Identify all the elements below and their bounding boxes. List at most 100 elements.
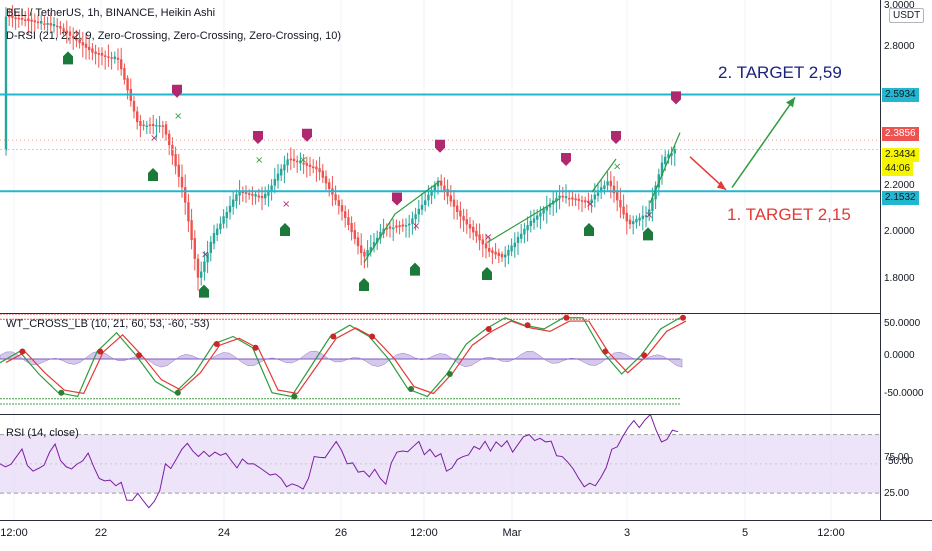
buy-marker-icon — [280, 223, 290, 236]
wt-cross-dot — [19, 348, 26, 355]
candle-body — [667, 154, 670, 158]
candle-body — [161, 125, 164, 127]
candle-body — [244, 192, 248, 195]
candle-body — [564, 196, 568, 199]
sell-marker-icon — [392, 192, 402, 206]
candle-body — [462, 216, 465, 221]
x-tick-label: 3 — [623, 527, 631, 539]
candle-body — [203, 261, 206, 272]
currency-button[interactable]: USDT — [889, 8, 925, 23]
candle-body — [635, 218, 638, 223]
wt-y-tick-label: -50.0000 — [884, 388, 924, 399]
candle-body — [456, 205, 459, 213]
candle-body — [321, 170, 324, 178]
cross-marker-icon: × — [174, 111, 182, 122]
rsi-y-tick-label: 50.00 — [888, 456, 914, 467]
wt-cross-pane[interactable] — [0, 314, 880, 414]
candle-body — [603, 185, 606, 189]
rsi-chart[interactable] — [0, 415, 880, 520]
candle-body — [606, 181, 609, 186]
candle-body — [100, 52, 104, 56]
rsi-legend[interactable]: RSI (14, close) — [6, 427, 79, 439]
candle-body — [36, 21, 40, 24]
candle-body — [392, 227, 395, 230]
wt-cross-dot — [58, 389, 65, 396]
candle-body — [548, 203, 552, 208]
indicator-legend[interactable]: D-RSI (21, 2, 2, 9, Zero-Crossing, Zero-… — [6, 30, 341, 42]
candle-body — [158, 125, 161, 127]
candle-body — [193, 238, 196, 259]
candle-body — [68, 31, 72, 36]
x-tick-label: 12:00 — [410, 527, 438, 539]
candle-body — [17, 17, 20, 20]
candle-body — [88, 46, 91, 51]
time-axis[interactable] — [0, 520, 932, 551]
candle-body — [273, 179, 276, 186]
wt-cross-dot — [485, 326, 492, 332]
candle-body — [75, 37, 78, 41]
candle-body — [164, 124, 168, 135]
candle-body — [452, 199, 456, 207]
candle-body — [596, 192, 600, 196]
x-tick-label: 5 — [741, 527, 749, 539]
cross-marker-icon: × — [282, 199, 290, 210]
wt-cross-dot — [213, 341, 220, 347]
candle-body — [417, 208, 420, 215]
candle-body — [571, 197, 574, 200]
y-tick-label: 3.0000 — [884, 0, 915, 11]
candle-body — [344, 211, 347, 218]
candle-body — [475, 230, 478, 237]
candle-body — [238, 191, 241, 196]
candle-body — [372, 242, 376, 248]
rsi-line — [0, 415, 679, 509]
wt-y-tick-label: 50.0000 — [884, 318, 921, 329]
last-high-tag: 2.3856 — [882, 127, 919, 141]
candle-body — [497, 252, 500, 256]
candle-body — [619, 199, 622, 208]
candle-body — [340, 205, 344, 212]
price-pane[interactable]: × × × × × × × × × × × — [0, 0, 880, 313]
candle-body — [513, 242, 516, 248]
buy-marker-icon — [199, 284, 209, 298]
target-2-label[interactable]: 2. TARGET 2,59 — [718, 63, 842, 82]
cross-marker-icon: × — [299, 155, 307, 166]
pane-separator[interactable] — [0, 414, 932, 415]
target-1-label[interactable]: 1. TARGET 2,15 — [727, 205, 851, 224]
candle-body — [200, 271, 203, 278]
rsi-pane[interactable] — [0, 415, 880, 520]
candle-body — [123, 67, 126, 80]
symbol-legend[interactable]: BEL / TetherUS, 1h, BINANCE, Heikin Ashi — [6, 7, 216, 19]
candle-body — [27, 18, 30, 21]
wt-y-tick-label: 0.0000 — [884, 350, 915, 361]
candle-body — [484, 243, 488, 249]
candle-body — [251, 193, 254, 196]
candle-body — [532, 218, 536, 223]
candle-body — [225, 211, 228, 219]
wt-cross-dot — [408, 386, 414, 392]
candle-body — [302, 162, 305, 165]
sell-marker-icon — [302, 128, 312, 142]
wt-cross-chart[interactable] — [0, 314, 880, 414]
cross-marker-icon: × — [255, 155, 263, 166]
candle-body — [430, 190, 433, 196]
x-tick-label: 22 — [94, 527, 108, 539]
candle-body — [523, 228, 526, 235]
buy-marker-icon — [63, 51, 73, 65]
cross-marker-icon: × — [586, 199, 594, 210]
rsi-y-tick-label: 75.00 — [884, 452, 910, 463]
candle-body — [395, 225, 398, 228]
candle-body — [24, 19, 27, 21]
candle-body — [363, 251, 366, 257]
wt-cross-dot — [97, 348, 104, 355]
candle-body — [324, 176, 328, 184]
price-chart[interactable]: × × × × × × × × × × × — [0, 0, 880, 313]
candle-body — [622, 206, 625, 215]
wt-legend[interactable]: WT_CROSS_LB (10, 21, 60, 53, -60, -53) — [6, 318, 210, 330]
candle-body — [132, 100, 136, 112]
buy-marker-icon — [410, 262, 420, 276]
candle-body — [369, 247, 372, 252]
buy-marker-icon — [359, 278, 369, 291]
candle-body — [46, 23, 49, 25]
x-tick-label: 24 — [217, 527, 231, 539]
trend-line — [363, 180, 441, 263]
